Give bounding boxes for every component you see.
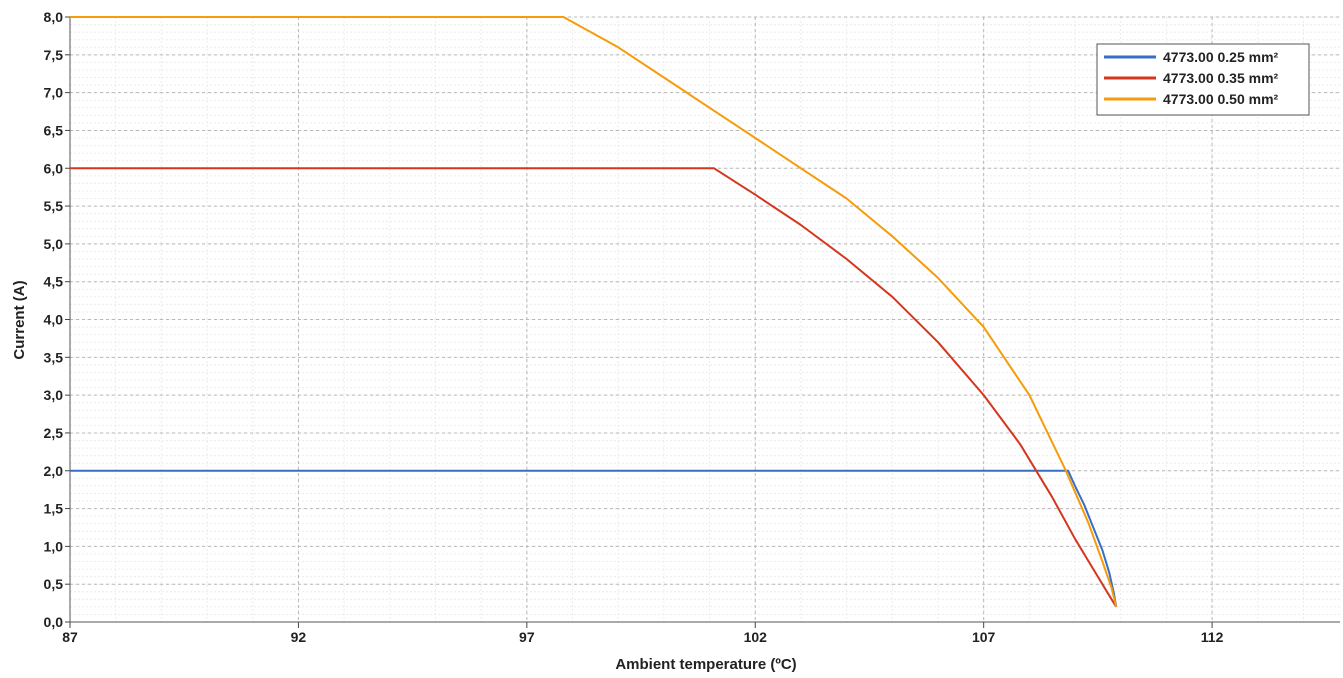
series-lines (70, 16, 1118, 608)
legend-label: 4773.00 0.35 mm² (1163, 70, 1279, 86)
y-axis-title: Current (A) (11, 280, 28, 359)
y-tick-label: 6,5 (44, 122, 64, 138)
y-tick-label: 1,0 (44, 538, 64, 554)
x-tick-label: 97 (519, 629, 535, 645)
y-tick-label: 8,0 (44, 9, 64, 25)
series-line-1 (70, 469, 1118, 608)
series-line-2 (70, 167, 1118, 608)
y-tick-label: 1,5 (44, 501, 64, 517)
y-tick-label: 7,5 (44, 47, 64, 63)
y-tick-label: 0,5 (44, 576, 64, 592)
x-tick-label: 102 (744, 629, 768, 645)
y-tick-label: 0,0 (44, 614, 64, 630)
y-tick-label: 5,0 (44, 236, 64, 252)
y-tick-label: 6,0 (44, 160, 64, 176)
y-tick-label: 4,5 (44, 274, 64, 290)
x-axis-title: Ambient temperature (ºC) (615, 656, 796, 673)
x-tick-label: 107 (972, 629, 996, 645)
axes: 87 92 97 102 107 112 0,0 0,5 1,0 1,5 2,0 2,5 3,0 3,5 4… (44, 9, 1340, 645)
y-tick-label: 3,5 (44, 349, 64, 365)
y-tick-label: 5,5 (44, 198, 64, 214)
x-tick-label: 112 (1201, 629, 1224, 645)
legend: 4773.00 0.25 mm² 4773.00 0.35 mm² 4773.00 … (1096, 43, 1310, 116)
y-tick-label: 2,0 (44, 463, 64, 479)
y-tick-label: 7,0 (44, 85, 64, 101)
y-tick-label: 3,0 (44, 387, 64, 403)
x-tick-label: 92 (291, 629, 307, 645)
y-tick-label: 2,5 (44, 425, 64, 441)
legend-label: 4773.00 0.25 mm² (1163, 49, 1279, 65)
legend-label: 4773.00 0.50 mm² (1163, 91, 1279, 107)
series-line-3 (70, 16, 1118, 608)
y-tick-label: 4,0 (44, 312, 64, 328)
x-tick-label: 87 (62, 629, 78, 645)
